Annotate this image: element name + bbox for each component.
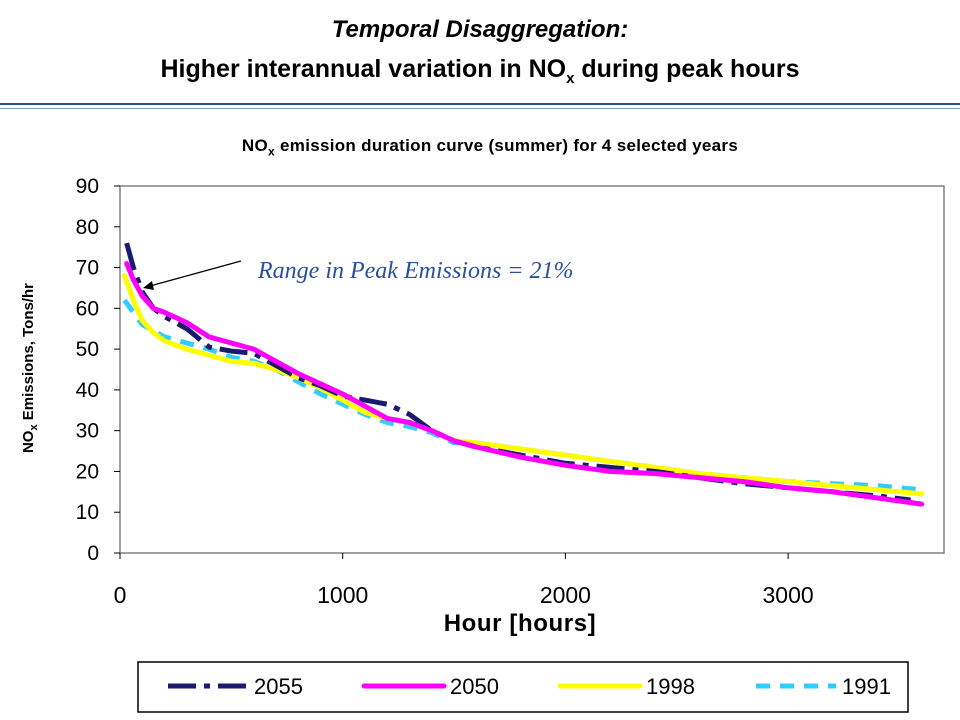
y-tick-label: 60 (76, 297, 99, 320)
slide-subtitle: Higher interannual variation in NOx duri… (0, 55, 960, 87)
subtitle-subscript: x (566, 70, 575, 87)
annotation-arrowhead (143, 281, 154, 290)
y-tick-label: 70 (76, 257, 99, 280)
y-tick-label: 80 (76, 216, 99, 239)
legend-box (137, 661, 909, 713)
title-divider (0, 103, 960, 105)
legend: 2055 2050 1998 1991 (168, 674, 891, 699)
legend-label-2050: 2050 (450, 674, 499, 699)
x-tick-label: 2000 (540, 582, 591, 608)
plot-area (119, 185, 945, 554)
x-axis: 0 1000 2000 3000 (114, 553, 814, 608)
y-axis: 0 10 20 30 40 50 60 70 80 90 (76, 175, 120, 565)
y-tick-label: 10 (76, 501, 99, 524)
subtitle-text-post: during peak hours (574, 55, 800, 83)
subtitle-text-pre: Higher interannual variation in NO (160, 55, 567, 83)
chart-title-pre: NO (241, 136, 269, 155)
series-lines (122, 242, 925, 507)
y-tick-label: 90 (76, 175, 99, 198)
series-line-2050 (124, 261, 925, 507)
x-tick-label: 0 (114, 582, 127, 608)
legend-label-1998: 1998 (646, 674, 695, 699)
slide-title: Temporal Disaggregation: (331, 16, 629, 43)
legend-label-2055: 2055 (254, 674, 303, 699)
y-tick-label: 30 (76, 420, 99, 443)
y-tick-label: 20 (76, 460, 99, 483)
annotation-arrow-line (149, 260, 242, 287)
y-tick-label: 0 (87, 542, 99, 565)
annotation-text: Range in Peak Emissions = 21% (258, 258, 574, 284)
y-tick-label: 50 (76, 338, 99, 361)
title-divider-thin (0, 108, 960, 109)
x-tick-label: 1000 (317, 582, 368, 608)
chart-title-post: emission duration curve (summer) for 4 s… (275, 136, 739, 155)
chart-title-subscript: x (268, 144, 275, 159)
legend-label-1991: 1991 (842, 674, 891, 699)
annotation-arrow (143, 260, 242, 290)
y-tick-label: 40 (76, 379, 99, 402)
x-axis-label: Hour [hours] (443, 610, 597, 637)
x-tick-label: 3000 (763, 582, 814, 608)
chart-title: NOx emission duration curve (summer) for… (0, 136, 960, 158)
